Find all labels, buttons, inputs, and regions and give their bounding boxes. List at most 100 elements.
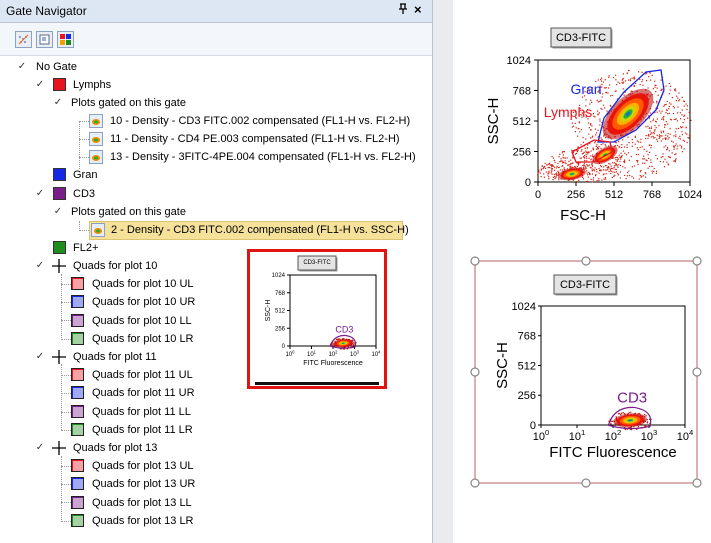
event-dot: [654, 129, 656, 131]
event-dot: [650, 79, 652, 81]
event-dot: [681, 96, 683, 98]
event-dot: [567, 164, 569, 166]
event-dot: [596, 148, 598, 150]
event-dot: [578, 121, 580, 123]
show-gates-icon[interactable]: [15, 31, 32, 48]
event-dot: [562, 165, 564, 167]
event-dot: [583, 164, 585, 166]
event-dot: [667, 163, 669, 165]
event-dot: [599, 118, 601, 120]
event-dot: [668, 105, 670, 107]
event-dot: [642, 84, 644, 86]
gate-colors-icon[interactable]: [57, 31, 74, 48]
event-dot: [654, 137, 656, 139]
event-dot: [640, 138, 642, 140]
event-dot: [591, 181, 593, 183]
chevron-down-icon[interactable]: ✓: [35, 351, 45, 362]
event-dot: [628, 70, 630, 72]
event-dot: [594, 128, 596, 130]
quad-color-icon: [71, 459, 84, 472]
event-dot: [649, 130, 651, 132]
event-dot: [665, 134, 667, 136]
event-dot: [623, 160, 626, 162]
chevron-down-icon[interactable]: ✓: [35, 188, 45, 199]
event-dot: [610, 105, 612, 107]
event-dot: [621, 412, 623, 414]
event-dot: [683, 114, 686, 116]
event-dot: [597, 79, 599, 81]
event-dot: [667, 132, 669, 135]
plot2-density: [608, 411, 652, 431]
thumb-title-box: [297, 255, 337, 271]
event-dot: [667, 135, 669, 137]
event-dot: [597, 129, 599, 131]
event-dot: [563, 157, 565, 159]
event-dot: [648, 157, 650, 159]
event-dot: [650, 121, 652, 123]
event-dot: [636, 428, 638, 430]
event-dot: [572, 156, 574, 158]
event-dot: [571, 149, 573, 151]
event-dot: [609, 95, 612, 97]
layout-icon[interactable]: [36, 31, 53, 48]
event-dot: [590, 124, 592, 126]
event-dot: [672, 141, 674, 143]
event-dot: [351, 345, 353, 348]
chevron-down-icon[interactable]: ✓: [53, 206, 63, 217]
tree-item-label: Quads for plot 10 LR: [92, 333, 194, 345]
event-dot: [686, 142, 688, 144]
event-dot: [675, 100, 677, 102]
splitter[interactable]: [433, 0, 453, 543]
event-dot: [679, 144, 681, 146]
event-dot: [561, 169, 563, 171]
density-plot-fsc-ssc[interactable]: CD3-FITC 0 256 512 768 1024 0 256 512 768 1024 Gran…: [476, 24, 706, 236]
density-plot-fitc-ssc[interactable]: CD3-FITC 100 101 102 103 104 0 256 512 768 1024 CD3…: [468, 255, 710, 490]
event-dot: [588, 92, 590, 94]
chevron-down-icon[interactable]: ✓: [17, 61, 27, 72]
thumb-y-tick-label: 0: [282, 344, 286, 350]
event-dot: [654, 130, 656, 132]
event-dot: [613, 175, 615, 177]
event-dot: [570, 167, 572, 169]
chevron-down-icon[interactable]: ✓: [35, 79, 45, 90]
tree-item-label: Quads for plot 11: [73, 351, 157, 363]
chevron-down-icon[interactable]: ✓: [53, 97, 63, 108]
event-dot: [667, 148, 669, 150]
event-dot: [614, 425, 616, 427]
quad-color-icon: [71, 277, 84, 290]
event-dot: [586, 160, 588, 162]
event-dot: [586, 164, 588, 166]
event-dot: [682, 126, 684, 128]
event-dot: [631, 166, 633, 168]
event-dot: [645, 415, 647, 417]
event-dot: [599, 92, 601, 95]
event-dot: [614, 157, 616, 159]
event-dot: [620, 414, 622, 416]
event-dot: [592, 135, 594, 137]
thumbnail-plot[interactable]: CD3-FITC 100 101 102 103 104 0 256 512 768 1024 CD3…: [247, 249, 387, 389]
event-dot: [683, 100, 685, 102]
event-dot: [570, 159, 572, 161]
event-dot: [587, 144, 589, 146]
chevron-down-icon[interactable]: ✓: [35, 260, 45, 271]
chevron-down-icon[interactable]: ✓: [35, 442, 45, 453]
event-dot: [628, 427, 630, 429]
event-dot: [637, 163, 639, 165]
tree-item-label: Quads for plot 10 UL: [92, 278, 194, 290]
event-dot: [636, 161, 639, 163]
event-dot: [596, 179, 598, 182]
tree-item-plot-2-selected[interactable]: 2 - Density - CD3 FITC.002 compensated (…: [89, 221, 409, 240]
event-dot: [577, 147, 579, 149]
event-dot: [665, 85, 667, 87]
event-dot: [599, 169, 601, 171]
event-dot: [548, 178, 550, 180]
event-dot: [552, 165, 554, 167]
event-dot: [642, 175, 645, 177]
pin-icon[interactable]: [398, 3, 408, 18]
event-dot: [578, 179, 580, 181]
event-dot: [594, 116, 596, 118]
close-icon[interactable]: ×: [414, 2, 422, 17]
y-tick-label: 768: [513, 86, 531, 98]
resize-handle: [581, 256, 591, 266]
event-dot: [600, 80, 603, 82]
